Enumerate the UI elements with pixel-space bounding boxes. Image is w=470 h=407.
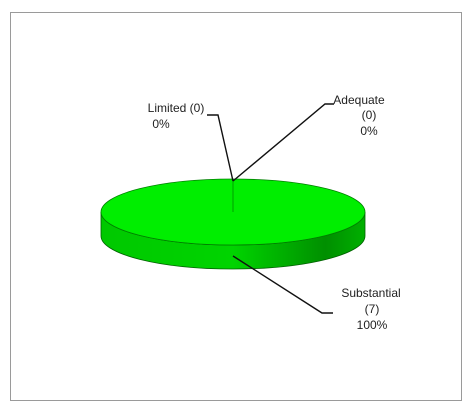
leader-line	[232, 103, 334, 182]
slice-label: 100%	[357, 318, 388, 332]
slice-label: Adequate	[333, 93, 385, 107]
count-label: (7)	[365, 302, 380, 316]
category-label: Adequate	[333, 93, 385, 107]
slice-label: (0)	[362, 108, 377, 122]
count-label: (0)	[362, 108, 377, 122]
slice-label: Limited (0)	[148, 101, 205, 115]
slice-label: (7)	[365, 302, 380, 316]
slice-label: 0%	[360, 124, 378, 138]
percent-label: 0%	[360, 124, 378, 138]
category-label: Limited	[148, 101, 187, 115]
leader-line	[232, 255, 333, 314]
category-label: Substantial	[341, 286, 400, 300]
percent-label: 0%	[152, 117, 170, 131]
leader-line	[207, 114, 234, 182]
percent-label: 100%	[357, 318, 388, 332]
slice-label: 0%	[152, 117, 170, 131]
count-label: (0)	[190, 101, 205, 115]
slice-label: Substantial	[341, 286, 400, 300]
